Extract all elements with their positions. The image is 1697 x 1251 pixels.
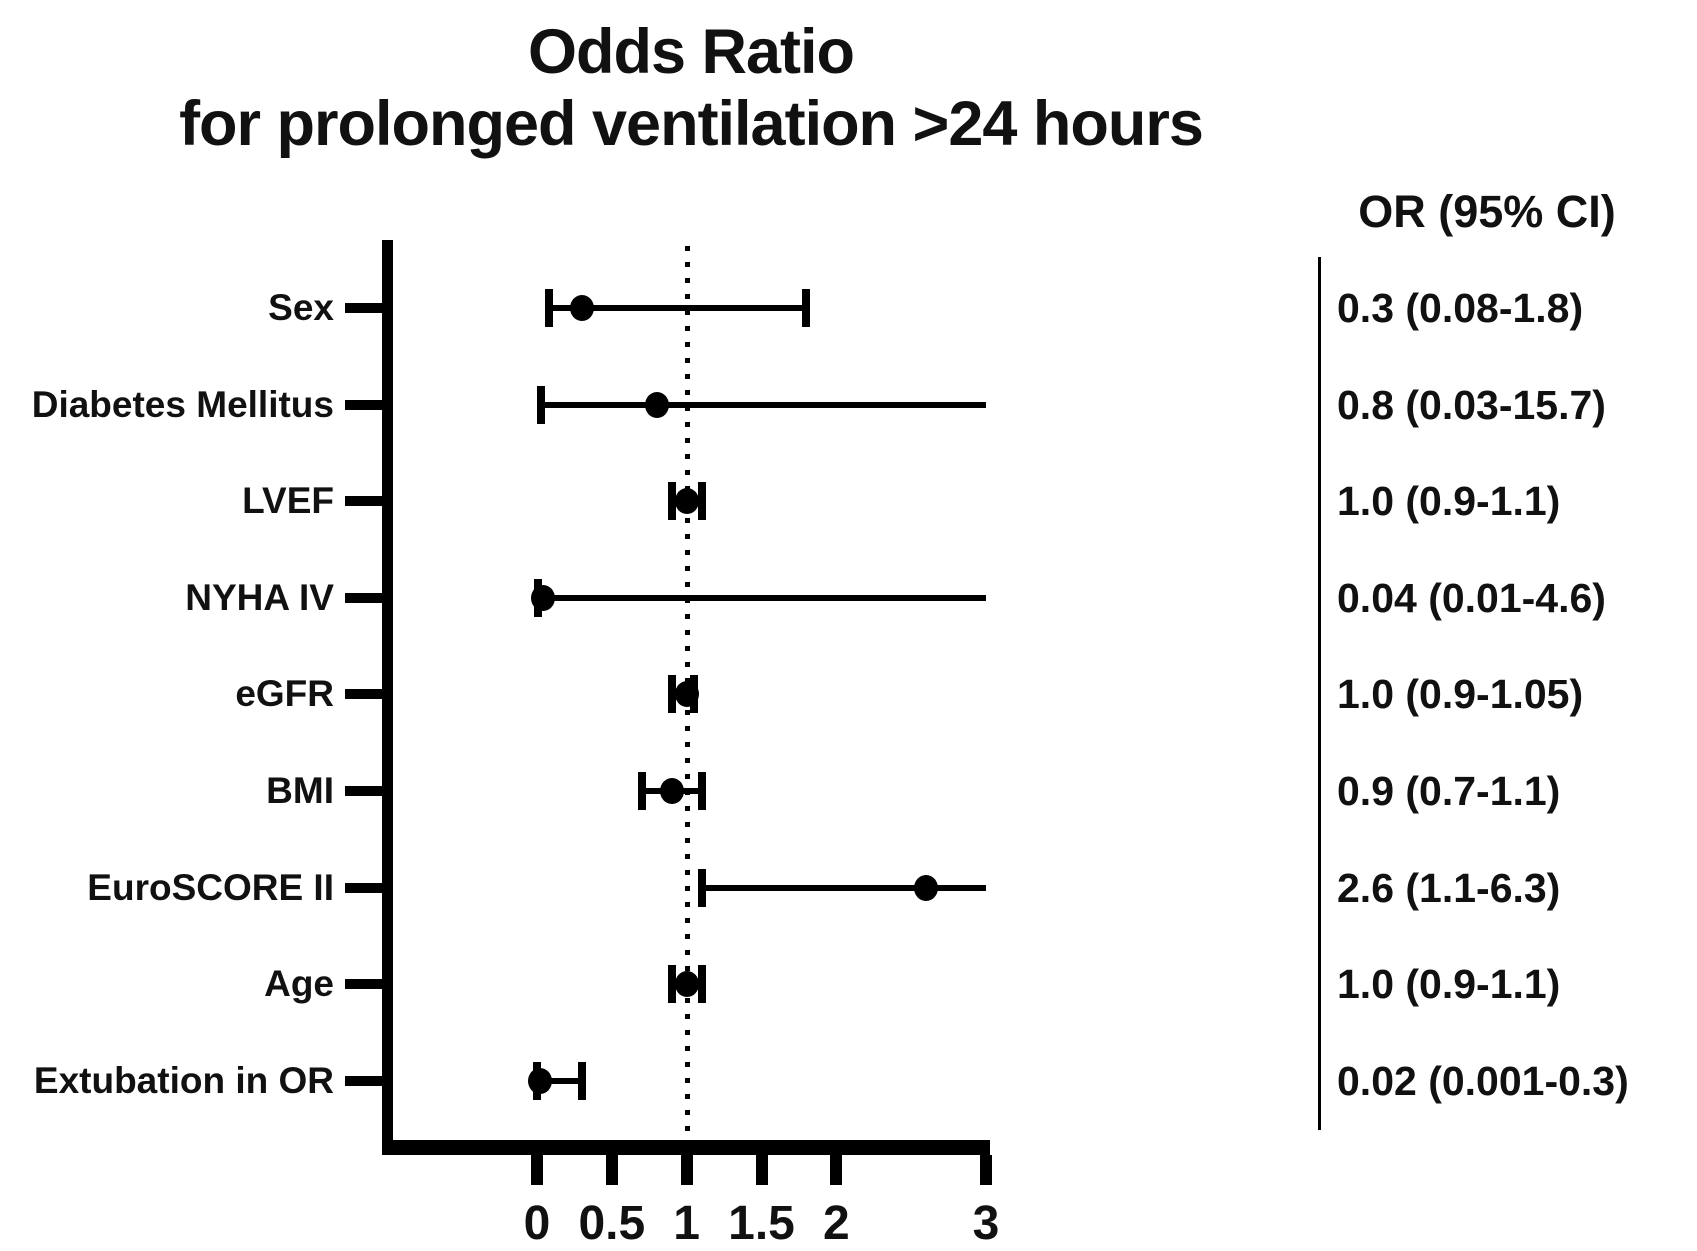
x-axis-tick-label: 2 bbox=[822, 1197, 850, 1250]
category-label: Diabetes Mellitus bbox=[31, 383, 334, 425]
or-ci-value: 0.8 (0.03-15.7) bbox=[1337, 381, 1606, 428]
x-axis bbox=[382, 1140, 990, 1155]
x-axis-tick-label: 0.5 bbox=[578, 1197, 646, 1250]
category-tick bbox=[345, 399, 384, 410]
ci-line bbox=[538, 594, 986, 601]
category-tick bbox=[345, 1075, 384, 1086]
or-ci-value: 1.0 (0.9-1.1) bbox=[1337, 478, 1561, 525]
or-ci-value: 0.3 (0.08-1.8) bbox=[1337, 285, 1584, 331]
category-label: Extubation in OR bbox=[33, 1059, 334, 1101]
category-label: Age bbox=[264, 963, 334, 1005]
or-point bbox=[527, 1067, 552, 1094]
category-label: BMI bbox=[266, 770, 334, 811]
ci-lower-cap bbox=[697, 868, 706, 907]
ci-line bbox=[548, 305, 807, 311]
x-axis-tick-label: 3 bbox=[972, 1197, 1000, 1250]
x-axis-tick-label: 0 bbox=[523, 1197, 551, 1250]
ci-lower-cap bbox=[667, 965, 676, 1004]
or-point bbox=[674, 488, 699, 515]
ci-lower-cap bbox=[667, 482, 676, 521]
category-label: EuroSCORE II bbox=[87, 866, 334, 908]
or-point bbox=[674, 971, 699, 998]
or-ci-value: 0.04 (0.01-4.6) bbox=[1337, 574, 1606, 621]
or-ci-value: 0.02 (0.001-0.3) bbox=[1337, 1057, 1629, 1104]
category-tick bbox=[345, 303, 384, 313]
ci-lower-cap bbox=[637, 772, 646, 810]
x-axis-tick-label: 1.5 bbox=[728, 1197, 795, 1250]
x-axis-tick bbox=[680, 1155, 693, 1185]
or-point bbox=[914, 874, 939, 901]
category-tick bbox=[345, 496, 384, 507]
category-tick bbox=[345, 689, 384, 700]
category-label: LVEF bbox=[242, 480, 334, 522]
or-ci-value: 2.6 (1.1-6.3) bbox=[1337, 864, 1561, 911]
chart-title-line1: Odds Ratio bbox=[527, 17, 855, 87]
or-ci-value: 1.0 (0.9-1.1) bbox=[1337, 961, 1561, 1008]
ci-lower-cap bbox=[544, 289, 553, 327]
x-axis-tick bbox=[980, 1155, 992, 1185]
or-column-separator bbox=[1318, 257, 1321, 1130]
x-axis-tick bbox=[755, 1155, 768, 1185]
or-point bbox=[569, 295, 594, 321]
category-label: NYHA IV bbox=[185, 576, 334, 618]
ci-upper-cap bbox=[577, 1061, 586, 1100]
or-point bbox=[659, 778, 684, 804]
ci-line bbox=[701, 884, 986, 891]
ci-line bbox=[537, 1077, 582, 1084]
category-label: eGFR bbox=[235, 673, 334, 715]
or-point bbox=[644, 391, 669, 418]
or-ci-value: 1.0 (0.9-1.05) bbox=[1337, 671, 1584, 718]
chart-title-line2: for prolonged ventilation >24 hours bbox=[179, 89, 1204, 159]
ci-line bbox=[541, 401, 986, 408]
ci-upper-cap bbox=[697, 482, 706, 521]
ci-upper-cap bbox=[697, 772, 706, 810]
ci-lower-cap bbox=[537, 385, 546, 424]
chart-title: Odds Ratio for prolonged ventilation >24… bbox=[0, 16, 1382, 160]
x-axis-tick bbox=[605, 1155, 618, 1185]
or-point bbox=[674, 681, 699, 708]
x-axis-tick-label: 1 bbox=[673, 1197, 700, 1250]
y-axis bbox=[382, 240, 393, 1155]
ci-upper-cap bbox=[697, 965, 706, 1004]
ci-upper-cap bbox=[802, 289, 811, 327]
or-point bbox=[530, 584, 555, 611]
x-axis-tick bbox=[531, 1155, 543, 1185]
x-axis-tick bbox=[830, 1155, 843, 1185]
category-tick bbox=[345, 786, 384, 796]
or-column-header: OR (95% CI) bbox=[1358, 186, 1616, 237]
category-tick bbox=[345, 882, 384, 893]
category-tick bbox=[345, 592, 384, 603]
category-label: Sex bbox=[268, 287, 334, 328]
category-tick bbox=[345, 979, 384, 990]
or-ci-value: 0.9 (0.7-1.1) bbox=[1337, 768, 1561, 814]
ci-lower-cap bbox=[667, 675, 676, 714]
